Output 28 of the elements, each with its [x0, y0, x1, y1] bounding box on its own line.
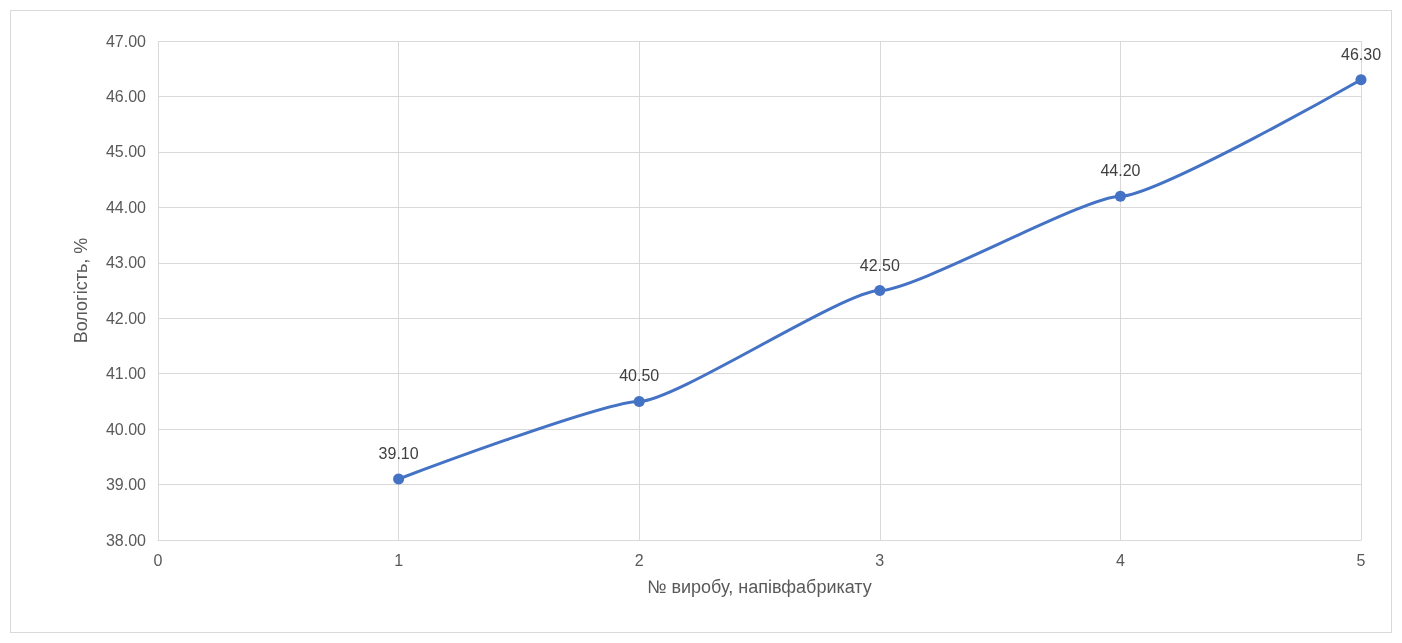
y-tick-label: 46.00: [105, 87, 147, 105]
point: [633, 395, 645, 407]
y-axis-title: Вологість, %: [71, 237, 91, 344]
y-tick-label: 44.00: [105, 198, 147, 216]
data-label: 42.50: [859, 256, 900, 274]
point: [874, 285, 886, 296]
y-tick-label: 41.00: [105, 365, 147, 383]
point: [1355, 74, 1367, 86]
x-tick-label: 2: [634, 551, 644, 569]
y-tick-label: 43.00: [105, 254, 147, 272]
y-tick-label: 42.00: [105, 309, 147, 327]
y-tick-label: 39.00: [105, 476, 147, 494]
data-label: 40.50: [619, 367, 660, 385]
data-label: 46.30: [1340, 45, 1382, 63]
data-label: 39.10: [378, 445, 419, 463]
data-label: 44.20: [1100, 162, 1141, 180]
x-axis-title: № виробу, напівфабрикату: [647, 577, 872, 597]
y-tick-label: 47.00: [105, 32, 147, 50]
x-tick-label: 1: [394, 551, 404, 569]
y-tick-label: 38.00: [105, 531, 147, 549]
y-tick-label: 40.00: [105, 420, 147, 438]
y-tick-label: 45.00: [105, 143, 147, 161]
point: [393, 473, 405, 485]
x-tick-label: 4: [1115, 551, 1125, 569]
point: [1114, 190, 1126, 202]
x-tick-label: 0: [153, 551, 163, 569]
x-tick-label: 5: [1356, 551, 1366, 569]
x-tick-label: 3: [875, 551, 885, 569]
